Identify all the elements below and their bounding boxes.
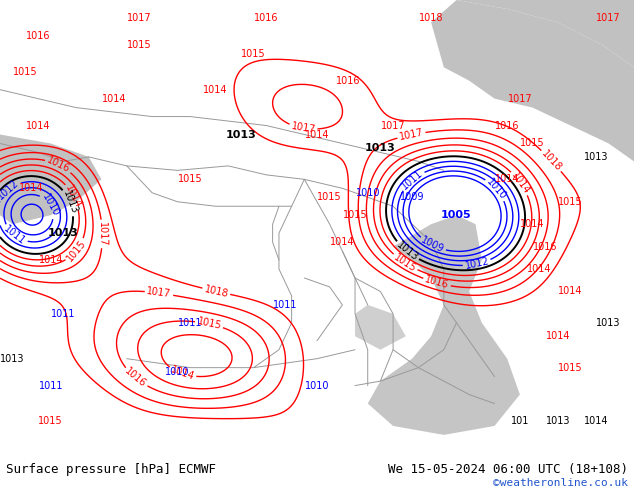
Text: 1015: 1015	[559, 363, 583, 373]
Text: 1016: 1016	[254, 13, 278, 23]
Text: 1014: 1014	[102, 94, 126, 104]
Text: 1015: 1015	[127, 40, 152, 50]
Text: 1005: 1005	[441, 210, 472, 220]
Text: 1013: 1013	[48, 228, 79, 238]
Text: 1013: 1013	[61, 189, 79, 216]
Text: 1015: 1015	[521, 139, 545, 148]
Polygon shape	[0, 135, 101, 224]
Text: 1011: 1011	[39, 381, 63, 391]
Polygon shape	[355, 305, 406, 350]
Text: 1016: 1016	[123, 366, 148, 390]
Text: 1010: 1010	[484, 177, 508, 202]
Text: 1014: 1014	[63, 183, 84, 210]
Text: 1015: 1015	[65, 238, 88, 263]
Text: 1017: 1017	[97, 221, 108, 246]
Text: 1010: 1010	[165, 367, 190, 377]
Text: 1016: 1016	[337, 75, 361, 86]
Text: 1015: 1015	[318, 192, 342, 202]
Text: 1018: 1018	[204, 284, 230, 299]
Text: 1017: 1017	[398, 127, 424, 142]
Text: 1014: 1014	[527, 264, 551, 274]
Text: 1018: 1018	[419, 13, 443, 23]
Text: 1013: 1013	[365, 143, 396, 153]
Text: ©weatheronline.co.uk: ©weatheronline.co.uk	[493, 478, 628, 488]
Text: 1013: 1013	[226, 129, 256, 140]
Text: 1009: 1009	[419, 235, 446, 255]
Text: 1015: 1015	[196, 317, 223, 331]
Text: 1017: 1017	[146, 287, 172, 300]
Text: 1018: 1018	[540, 148, 564, 173]
Text: 1015: 1015	[13, 67, 37, 77]
Text: 1012: 1012	[464, 256, 490, 271]
Text: 1015: 1015	[343, 210, 367, 220]
Polygon shape	[368, 215, 520, 435]
Text: 1015: 1015	[242, 49, 266, 59]
Text: 1015: 1015	[178, 174, 202, 184]
Text: 1014: 1014	[559, 287, 583, 296]
Text: 1013: 1013	[597, 318, 621, 328]
Text: 1010: 1010	[356, 188, 380, 198]
Text: 1014: 1014	[20, 183, 44, 194]
Text: 1013: 1013	[546, 416, 570, 426]
Text: 1012: 1012	[0, 178, 21, 202]
Text: 101: 101	[511, 416, 529, 426]
Text: 1014: 1014	[521, 219, 545, 229]
Text: 1009: 1009	[400, 192, 424, 202]
Text: 1013: 1013	[1, 354, 25, 364]
Text: 1017: 1017	[381, 121, 405, 130]
Text: 1014: 1014	[330, 237, 354, 247]
Text: 1014: 1014	[204, 85, 228, 95]
Text: 1017: 1017	[290, 121, 316, 135]
Text: 1016: 1016	[533, 242, 557, 251]
Text: 1011: 1011	[2, 224, 27, 247]
Text: 1014: 1014	[509, 170, 531, 196]
Text: 1011: 1011	[51, 309, 75, 319]
Text: 1016: 1016	[424, 275, 450, 291]
Text: 1014: 1014	[39, 255, 63, 265]
Text: Surface pressure [hPa] ECMWF: Surface pressure [hPa] ECMWF	[6, 463, 216, 476]
Text: 1017: 1017	[597, 13, 621, 23]
Text: 1014: 1014	[584, 416, 608, 426]
Polygon shape	[431, 0, 634, 161]
Text: 1016: 1016	[26, 31, 50, 41]
Text: 1010: 1010	[305, 381, 329, 391]
Text: 1014: 1014	[546, 331, 570, 341]
Text: 1011: 1011	[273, 300, 297, 310]
Text: 1014: 1014	[169, 365, 195, 382]
Text: 1017: 1017	[127, 13, 152, 23]
Text: 1014: 1014	[305, 129, 329, 140]
Text: 1010: 1010	[40, 192, 61, 219]
Text: 1016: 1016	[45, 155, 72, 175]
Text: 1016: 1016	[495, 121, 519, 130]
Text: 1011: 1011	[400, 168, 425, 192]
Text: 1013: 1013	[394, 240, 420, 263]
Text: We 15-05-2024 06:00 UTC (18+108): We 15-05-2024 06:00 UTC (18+108)	[387, 463, 628, 476]
Text: 1011: 1011	[178, 318, 202, 328]
Text: 1015: 1015	[392, 252, 418, 273]
Text: 1015: 1015	[39, 416, 63, 426]
Polygon shape	[456, 0, 634, 67]
Text: 1014: 1014	[26, 121, 50, 130]
Text: 1013: 1013	[584, 152, 608, 162]
Text: 1014: 1014	[495, 174, 519, 184]
Text: 1017: 1017	[508, 94, 532, 104]
Text: 1015: 1015	[559, 197, 583, 207]
